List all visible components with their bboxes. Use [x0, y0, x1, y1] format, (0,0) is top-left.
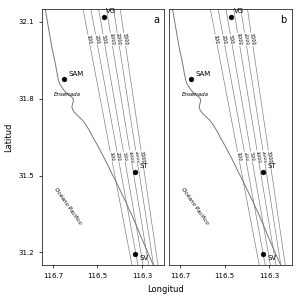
Text: SV: SV: [267, 255, 276, 261]
Text: 500: 500: [101, 34, 107, 44]
Text: Ensenada: Ensenada: [181, 92, 208, 97]
Text: 500: 500: [248, 152, 255, 162]
Text: 2000: 2000: [133, 150, 140, 163]
Text: 100: 100: [235, 152, 242, 162]
Text: ST: ST: [140, 163, 148, 169]
Text: 1000: 1000: [108, 33, 115, 46]
Text: VG: VG: [234, 8, 244, 14]
Text: 200: 200: [93, 34, 100, 44]
Text: 1000: 1000: [127, 150, 134, 163]
Text: Ensenada: Ensenada: [54, 92, 81, 97]
Text: Océano Pacífico: Océano Pacífico: [180, 187, 209, 226]
Text: 2000: 2000: [115, 33, 122, 46]
Text: 500: 500: [121, 152, 127, 162]
Text: 3000: 3000: [266, 150, 273, 163]
Text: 2000: 2000: [242, 33, 249, 46]
Text: 100: 100: [213, 34, 219, 44]
Text: 200: 200: [221, 34, 227, 44]
Text: 3000: 3000: [139, 150, 145, 163]
Text: 200: 200: [242, 152, 248, 162]
Text: Océano Pacífico: Océano Pacífico: [53, 187, 82, 226]
Y-axis label: Latitud: Latitud: [4, 122, 13, 152]
Text: VG: VG: [106, 8, 117, 14]
Text: b: b: [280, 15, 287, 25]
Text: 1000: 1000: [255, 150, 261, 163]
Text: 100: 100: [108, 152, 114, 162]
Text: SAM: SAM: [68, 71, 84, 77]
Text: 3000: 3000: [248, 33, 255, 46]
Text: SAM: SAM: [196, 71, 211, 77]
Text: 2000: 2000: [260, 150, 267, 163]
Text: SV: SV: [140, 255, 149, 261]
Text: 3000: 3000: [121, 33, 128, 46]
Text: 100: 100: [86, 34, 92, 44]
Text: Longitud: Longitud: [148, 285, 184, 294]
Text: 200: 200: [115, 152, 121, 162]
Text: 500: 500: [228, 34, 234, 44]
Text: a: a: [153, 15, 159, 25]
Text: 1000: 1000: [235, 33, 242, 46]
Text: ST: ST: [267, 163, 276, 169]
